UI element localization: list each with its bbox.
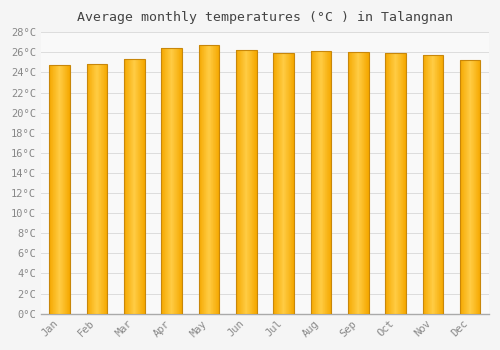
Bar — [460, 60, 480, 314]
Bar — [310, 51, 331, 314]
Bar — [198, 45, 219, 314]
Bar — [124, 60, 144, 314]
Bar — [274, 53, 294, 314]
Bar — [236, 50, 256, 314]
Bar — [422, 55, 443, 314]
Bar — [50, 65, 70, 314]
Title: Average monthly temperatures (°C ) in Talangnan: Average monthly temperatures (°C ) in Ta… — [77, 11, 453, 24]
Bar — [162, 48, 182, 314]
Bar — [348, 52, 368, 314]
Bar — [86, 64, 107, 314]
Bar — [386, 53, 406, 314]
